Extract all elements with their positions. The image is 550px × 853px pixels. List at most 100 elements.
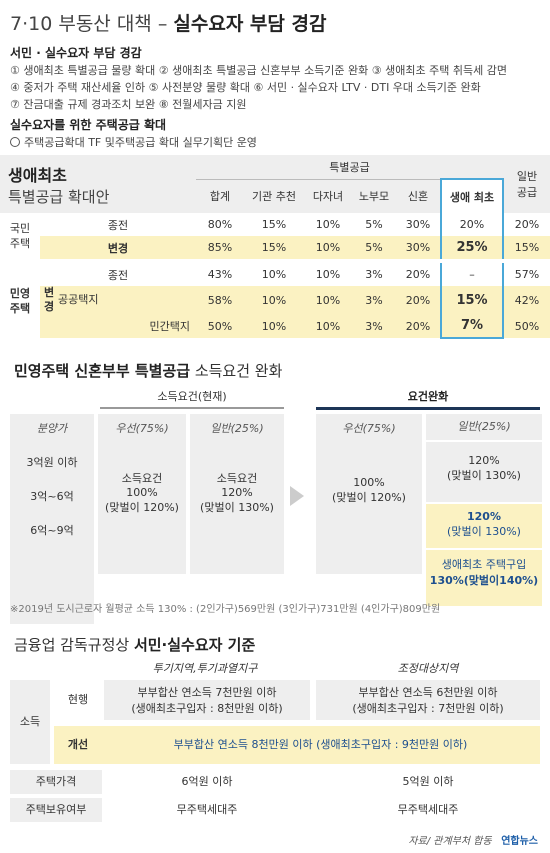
col-header: 생애 최초 (440, 178, 504, 213)
cell: (맞벌이 120%) (105, 501, 179, 514)
cell: 43% (207, 268, 233, 281)
cell: 10% (261, 268, 287, 281)
cell: 20% (514, 218, 540, 231)
cell: 10% (315, 218, 341, 231)
cell: 120% (221, 486, 253, 499)
zone1-header: 투기지역,투기과열지구 (152, 662, 258, 675)
cell: 15% (514, 241, 540, 254)
row-label: 변경 (107, 241, 129, 255)
gen-row1: 120% (맞벌이 130%) (426, 442, 542, 502)
box2-line: 주택공급확대 TF 및주택공급 확대 실무기획단 운영 (10, 134, 257, 150)
cell: 58% (207, 293, 233, 307)
box1-heading: 서민 · 실수요자 부담 경감 (10, 46, 142, 60)
arrow-right-icon (290, 486, 304, 506)
cell: 100% (353, 476, 385, 489)
box2-heading: 실수요자를 위한 주택공급 확대 (10, 118, 167, 132)
section-newlywed: 민영주택 신혼부부 특별공급 소득요건 완화 소득요건(현재) 요건완화 분양가… (0, 350, 550, 624)
prio-header: 우선(75%) (342, 422, 396, 435)
cur-gen: 일반(25%) 소득요건 120% (맞벌이 130%) (190, 414, 284, 574)
footer: 자료/ 관계부처 합동 연합뉴스 (408, 832, 538, 847)
zone2-header: 조정대상지역 (397, 662, 459, 675)
box1-line: ⑦ 잔금대출 규제 경과조치 보완 ⑧ 전월세자금 지원 (10, 98, 247, 111)
row-label: 종전 (107, 268, 129, 282)
cur1: 부부합산 연소득 7천만원 이하 (생애최초구입자 : 8천만원 이하) (104, 680, 310, 720)
cur-prio: 우선(75%) 소득요건 100% (맞벌이 120%) (98, 414, 186, 574)
gen-header: 일반(25%) (210, 422, 264, 435)
source: 자료/ 관계부처 합동 (408, 836, 492, 847)
cell: 3% (365, 319, 383, 333)
summary-box: 7·10 부동산 대책 – 실수요자 부담 경감 서민 · 실수요자 부담 경감… (0, 0, 550, 152)
cell: 15% (261, 241, 287, 254)
prio-header: 우선(75%) (115, 422, 169, 435)
cell: 15% (440, 286, 504, 314)
price-col: 분양가 3억원 이하 3억~6억 6억~9억 (10, 414, 94, 624)
cell: 10% (315, 319, 341, 333)
yonhap-logo: 연합뉴스 (501, 836, 538, 847)
col-header: 기관 추천 (244, 179, 304, 213)
cell: 소득요건 (216, 472, 258, 485)
cell: 50% (207, 319, 233, 333)
private-label: 민영 주택 (9, 286, 31, 315)
price2: 5억원 이하 (402, 775, 454, 788)
current-header: 소득요건(현재) (100, 388, 284, 409)
row-label: 종전 (107, 218, 129, 232)
gen-row2: 120% (맞벌이 130%) (426, 504, 542, 548)
cell: 20% (405, 268, 431, 281)
relaxed-header: 요건완화 (316, 388, 540, 410)
new-gen: 일반(25%) 120% (맞벌이 130%) 120% (맞벌이 130%) 생애… (426, 414, 542, 606)
gen-header: 일반(25%) (426, 414, 542, 440)
box1-line: ① 생애최초 특별공급 물량 확대 ② 생애최초 특별공급 신혼부부 소득기준 … (10, 64, 507, 77)
cell: 10% (315, 293, 341, 307)
col-header: 다자녀 (304, 179, 352, 213)
col-header: 합계 (196, 179, 244, 213)
cell: 80% (207, 218, 233, 231)
improve-row: 개선 부부합산 연소득 8천만원 이하 (생애최초구입자 : 9천만원 이하) (54, 726, 540, 764)
cell: 5% (365, 241, 383, 254)
cell: 10% (261, 319, 287, 333)
special-supply-table: 생애최초 특별공급 확대안 특별공급 일반 공급 합계 기관 추천 다자녀 노부… (0, 155, 550, 339)
price1: 6억원 이하 (181, 775, 233, 788)
cell: 25% (440, 236, 504, 261)
page-title: 7·10 부동산 대책 – 실수요자 부담 경감 (10, 13, 327, 35)
own2: 무주택세대주 (397, 803, 459, 816)
cell: 10% (261, 293, 287, 307)
price-row: 3억원 이하 (26, 456, 78, 469)
cell: – (440, 261, 504, 286)
circle-bullet-icon (10, 137, 20, 147)
cell: 소득요건 (121, 472, 163, 485)
cell: 57% (514, 268, 540, 281)
col-header: 노부모 (352, 179, 396, 213)
improve-text: 부부합산 연소득 8천만원 이하 (생애최초구입자 : 9천만원 이하) (173, 738, 468, 751)
row-label: 민간택지 (149, 320, 190, 333)
price-row: 6억~9억 (30, 524, 74, 537)
sec2-title: 민영주택 신혼부부 특별공급 소득요건 완화 (14, 362, 283, 380)
cell: 10% (315, 268, 341, 281)
cell: 5% (365, 218, 383, 231)
row-label: 변 경공공택지 (44, 286, 99, 313)
general-header: 일반 공급 (503, 155, 550, 213)
income-label: 소득 (10, 680, 50, 764)
sec3-title: 금융업 감독규정상 서민·실수요자 기준 (14, 636, 256, 654)
price-row: 3억~6억 (30, 490, 74, 503)
cell: 100% (126, 486, 158, 499)
gen-row3: 생애최초 주택구입 130%(맞벌이140%) (426, 550, 542, 606)
cell: 7% (440, 314, 504, 339)
cell: 30% (405, 241, 431, 254)
cell: 15% (261, 218, 287, 231)
own-label: 주택보유여부 (10, 798, 102, 822)
sec1-title2: 특별공급 확대안 (8, 187, 110, 206)
new-prio: 우선(75%) 100% (맞벌이 120%) (316, 414, 422, 574)
special-header: 특별공급 (196, 155, 503, 180)
cur2: 부부합산 연소득 6천만원 이하 (생애최초구입자 : 7천만원 이하) (316, 680, 540, 720)
section-criteria: 금융업 감독규정상 서민·실수요자 기준 투기지역,투기과열지구 조정대상지역 … (0, 622, 550, 853)
national-label: 국민 주택 (9, 222, 31, 250)
sale-header: 분양가 (36, 422, 68, 435)
cell: 20% (440, 213, 504, 236)
cell: 42% (514, 293, 540, 307)
improve-label: 개선 (67, 738, 89, 751)
cell: 20% (405, 319, 431, 333)
cell: (맞벌이 120%) (332, 491, 406, 504)
own1: 무주택세대주 (176, 803, 238, 816)
cell: 85% (207, 241, 233, 254)
